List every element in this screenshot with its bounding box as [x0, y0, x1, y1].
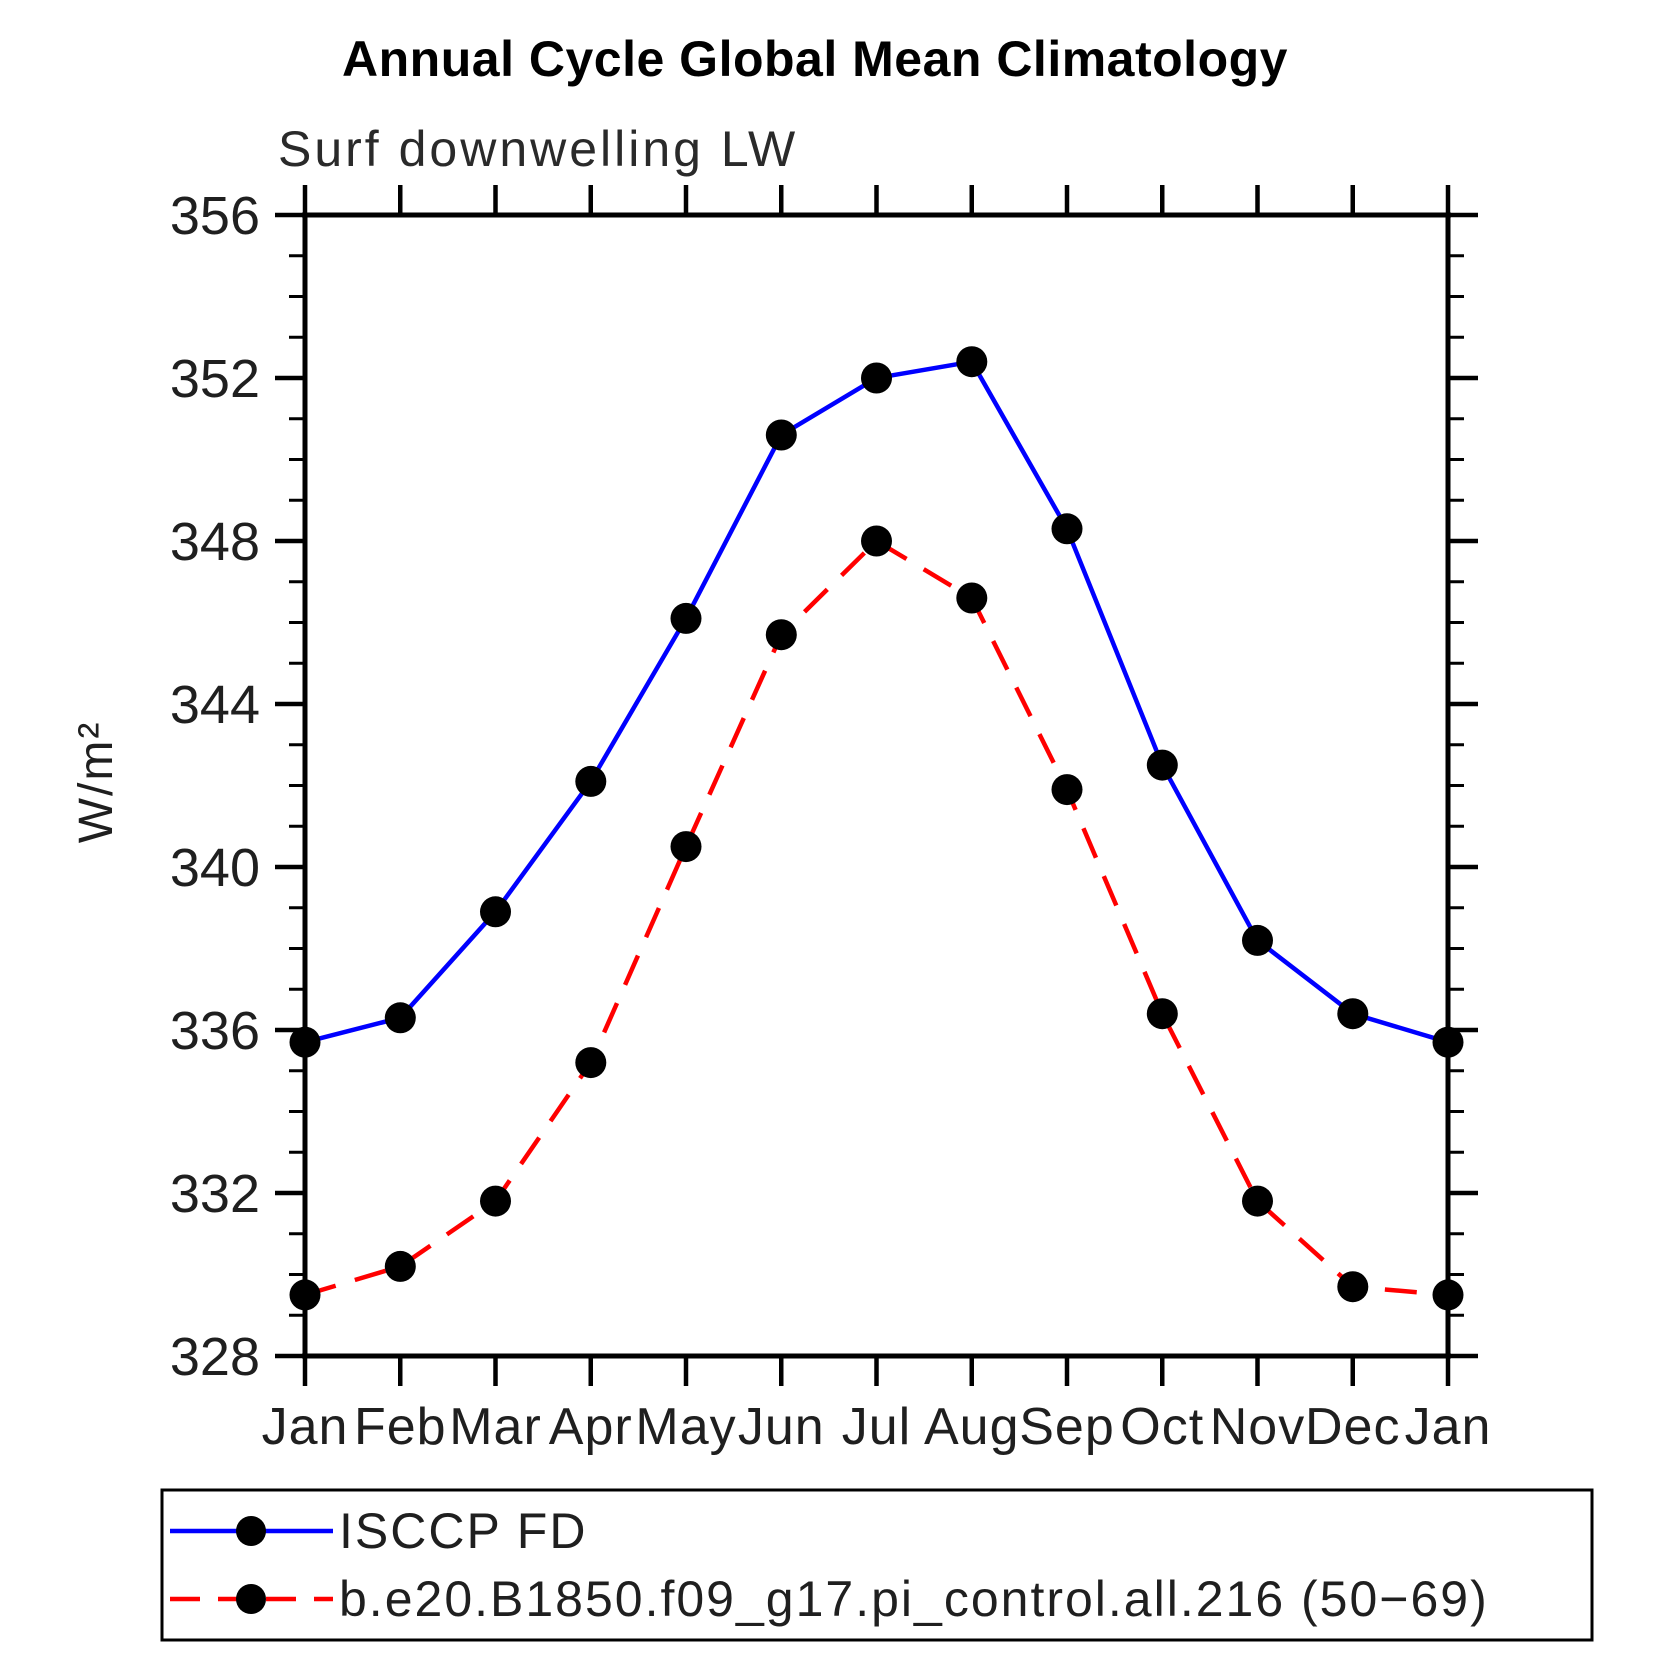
legend-box — [160, 1488, 1594, 1642]
data-point-marker — [956, 582, 988, 614]
data-point-marker — [1432, 1026, 1464, 1058]
data-point-marker — [1051, 774, 1083, 806]
legend-marker-model — [236, 1584, 266, 1614]
x-tick-label: Jan — [262, 1398, 349, 1456]
data-point-marker — [575, 1047, 607, 1079]
data-point-marker — [1337, 1271, 1369, 1303]
x-tick-label: Jan — [1405, 1398, 1492, 1456]
x-tick-label: Apr — [549, 1398, 633, 1456]
data-point-marker — [289, 1279, 321, 1311]
x-tick-label: Sep — [1019, 1398, 1115, 1456]
y-tick-label: 340 — [170, 838, 260, 898]
data-point-marker — [956, 346, 988, 378]
x-tick-label: Jun — [738, 1398, 825, 1456]
data-point-marker — [1432, 1279, 1464, 1311]
data-point-marker — [480, 896, 511, 928]
x-tick-label: Oct — [1120, 1398, 1204, 1456]
data-point-marker — [670, 602, 702, 634]
data-point-marker — [575, 765, 607, 797]
data-point-marker — [384, 1002, 416, 1034]
x-tick-label: Aug — [924, 1398, 1020, 1456]
data-point-marker — [1051, 513, 1083, 545]
y-tick-label: 336 — [170, 1001, 260, 1061]
x-tick-label: Mar — [449, 1398, 542, 1456]
data-point-marker — [765, 419, 797, 451]
data-point-marker — [480, 1185, 511, 1217]
x-tick-label: Dec — [1305, 1398, 1400, 1456]
chart-subtitle: Surf downwelling LW — [278, 121, 798, 177]
series-line-1 — [304, 538, 1449, 1298]
data-point-marker — [384, 1250, 416, 1282]
legend: ISCCP FD b.e20.B1850.f09_g17.pi_control.… — [160, 1488, 1594, 1642]
x-tick-label: May — [635, 1398, 736, 1456]
data-point-marker — [861, 525, 892, 557]
data-point-marker — [1146, 998, 1178, 1030]
y-tick-label: 352 — [170, 349, 260, 409]
y-tick-label: 344 — [170, 675, 260, 735]
series-layer — [289, 346, 1464, 1311]
data-point-marker — [1337, 998, 1369, 1030]
series-line-0 — [304, 359, 1449, 1045]
x-tick-label: Nov — [1210, 1398, 1305, 1456]
y-tick-label: 348 — [170, 512, 260, 572]
x-tick-label: Jul — [842, 1398, 911, 1456]
y-tick-label: 332 — [170, 1164, 260, 1224]
legend-marker-isccp — [236, 1516, 266, 1546]
legend-label-isccp: ISCCP FD — [339, 1503, 587, 1559]
y-axis-title: W/m² — [70, 721, 123, 844]
x-tick-label: Feb — [354, 1398, 447, 1456]
chart-title: Annual Cycle Global Mean Climatology — [342, 31, 1288, 87]
data-point-marker — [861, 362, 892, 394]
data-point-marker — [1242, 924, 1273, 956]
y-tick-label: 328 — [170, 1327, 260, 1387]
data-point-marker — [289, 1026, 321, 1058]
data-point-marker — [1242, 1185, 1273, 1217]
data-point-marker — [765, 619, 797, 651]
legend-label-model: b.e20.B1850.f09_g17.pi_control.all.216 (… — [339, 1571, 1489, 1627]
data-point-marker — [670, 831, 702, 863]
data-point-marker — [1146, 749, 1178, 781]
y-tick-label: 356 — [170, 186, 260, 246]
